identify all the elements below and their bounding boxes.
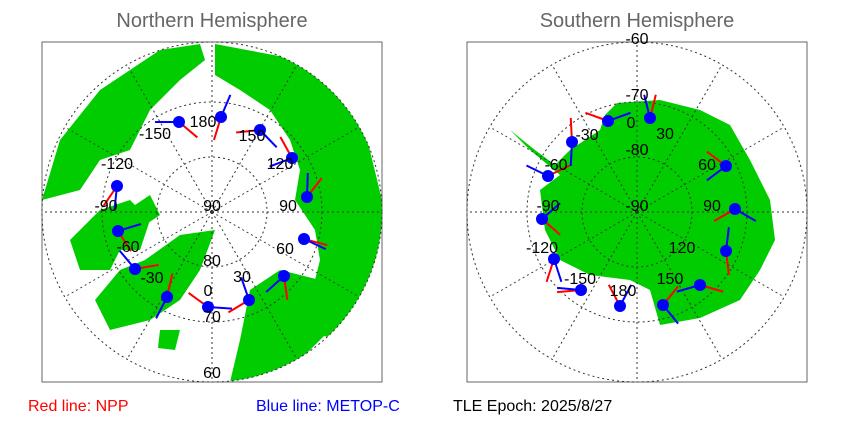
satellite-pass-marker [602, 115, 614, 127]
satellite-pass-marker [720, 245, 732, 257]
lon-label: -60 [544, 157, 567, 174]
satellite-pass-marker [301, 191, 313, 203]
satellite-pass-marker [286, 152, 298, 164]
lon-label: 120 [669, 240, 696, 257]
latitude-circle [41, 41, 383, 383]
lat-label: -60 [625, 31, 648, 48]
meridian-line [211, 64, 298, 213]
satellite-pass-marker [566, 136, 578, 148]
ground-track-markers [102, 94, 757, 325]
satellite-pass-marker [548, 253, 560, 265]
tle-epoch: TLE Epoch: 2025/8/27 [453, 398, 613, 415]
satellite-pass-marker [111, 180, 123, 192]
satellite-pass-marker [644, 112, 656, 124]
satellite-pass-marker [173, 116, 185, 128]
lat-label: 60 [203, 365, 221, 382]
meridian-line [489, 211, 638, 298]
satellite-pass-marker [694, 279, 706, 291]
lon-label: 180 [610, 283, 637, 300]
meridian-line [551, 211, 638, 360]
lat-label: 80 [203, 253, 221, 270]
lon-label: 0 [627, 115, 636, 132]
metop-legend: Blue line: METOP-C [256, 398, 400, 415]
satellite-pass-marker [614, 300, 626, 312]
south-title: Southern Hemisphere [539, 10, 735, 32]
graticule [41, 41, 808, 383]
north-title: Northern Hemisphere [116, 10, 308, 32]
meridian-line [64, 126, 213, 213]
lon-label: 150 [239, 128, 266, 145]
lon-label: 90 [279, 198, 297, 215]
lon-label: -120 [526, 240, 558, 257]
lon-label: 150 [657, 271, 684, 288]
lat-label: -80 [625, 142, 648, 159]
satellite-pass-marker [729, 203, 741, 215]
lon-label: 90 [703, 198, 721, 215]
meridian-line [636, 211, 785, 298]
satellite-pass-marker [720, 160, 732, 172]
lat-label: 90 [203, 198, 221, 215]
lon-label: -90 [536, 198, 559, 215]
satellite-pass-marker [161, 291, 173, 303]
satellite-pass-marker [298, 233, 310, 245]
meridian-line [211, 211, 360, 298]
meridian-line [636, 126, 785, 213]
satellite-pass-marker [542, 170, 554, 182]
satellite-pass-marker [254, 124, 266, 136]
lon-label: 0 [204, 283, 213, 300]
satellite-pass-marker [657, 299, 669, 311]
lon-label: -30 [140, 270, 163, 287]
lon-label: -90 [94, 198, 117, 215]
lat-label: -70 [625, 87, 648, 104]
north-land [42, 44, 382, 382]
meridian-line [64, 211, 213, 298]
meridian-line [636, 211, 723, 360]
satellite-pass-marker [243, 294, 255, 306]
lat-label: 70 [203, 309, 221, 326]
satellite-pass-marker [202, 301, 214, 313]
satellite-pass-marker [278, 270, 290, 282]
lon-label: 120 [267, 156, 294, 173]
satellite-pass-marker [215, 111, 227, 123]
lon-label: -150 [139, 126, 171, 143]
lat-label: -90 [625, 198, 648, 215]
lon-label: 60 [698, 157, 716, 174]
latitude-circle [466, 41, 808, 383]
lon-label: 180 [190, 114, 217, 131]
lon-label: -150 [564, 271, 596, 288]
meridian-line [211, 211, 298, 360]
lon-label: -30 [575, 127, 598, 144]
lon-label: -120 [101, 156, 133, 173]
meridian-line [126, 64, 213, 213]
npp-legend: Red line: NPP [28, 398, 129, 415]
lon-label: 30 [656, 126, 674, 143]
lon-label: -60 [116, 239, 139, 256]
meridian-line [636, 64, 723, 213]
meridian-line [551, 64, 638, 213]
satellite-pass-marker [112, 225, 124, 237]
satellite-pass-marker [129, 263, 141, 275]
meridian-line [211, 126, 360, 213]
satellite-pass-marker [536, 213, 548, 225]
lon-label: 60 [276, 241, 294, 258]
satellite-pass-marker [575, 284, 587, 296]
lon-label: 30 [233, 269, 251, 286]
